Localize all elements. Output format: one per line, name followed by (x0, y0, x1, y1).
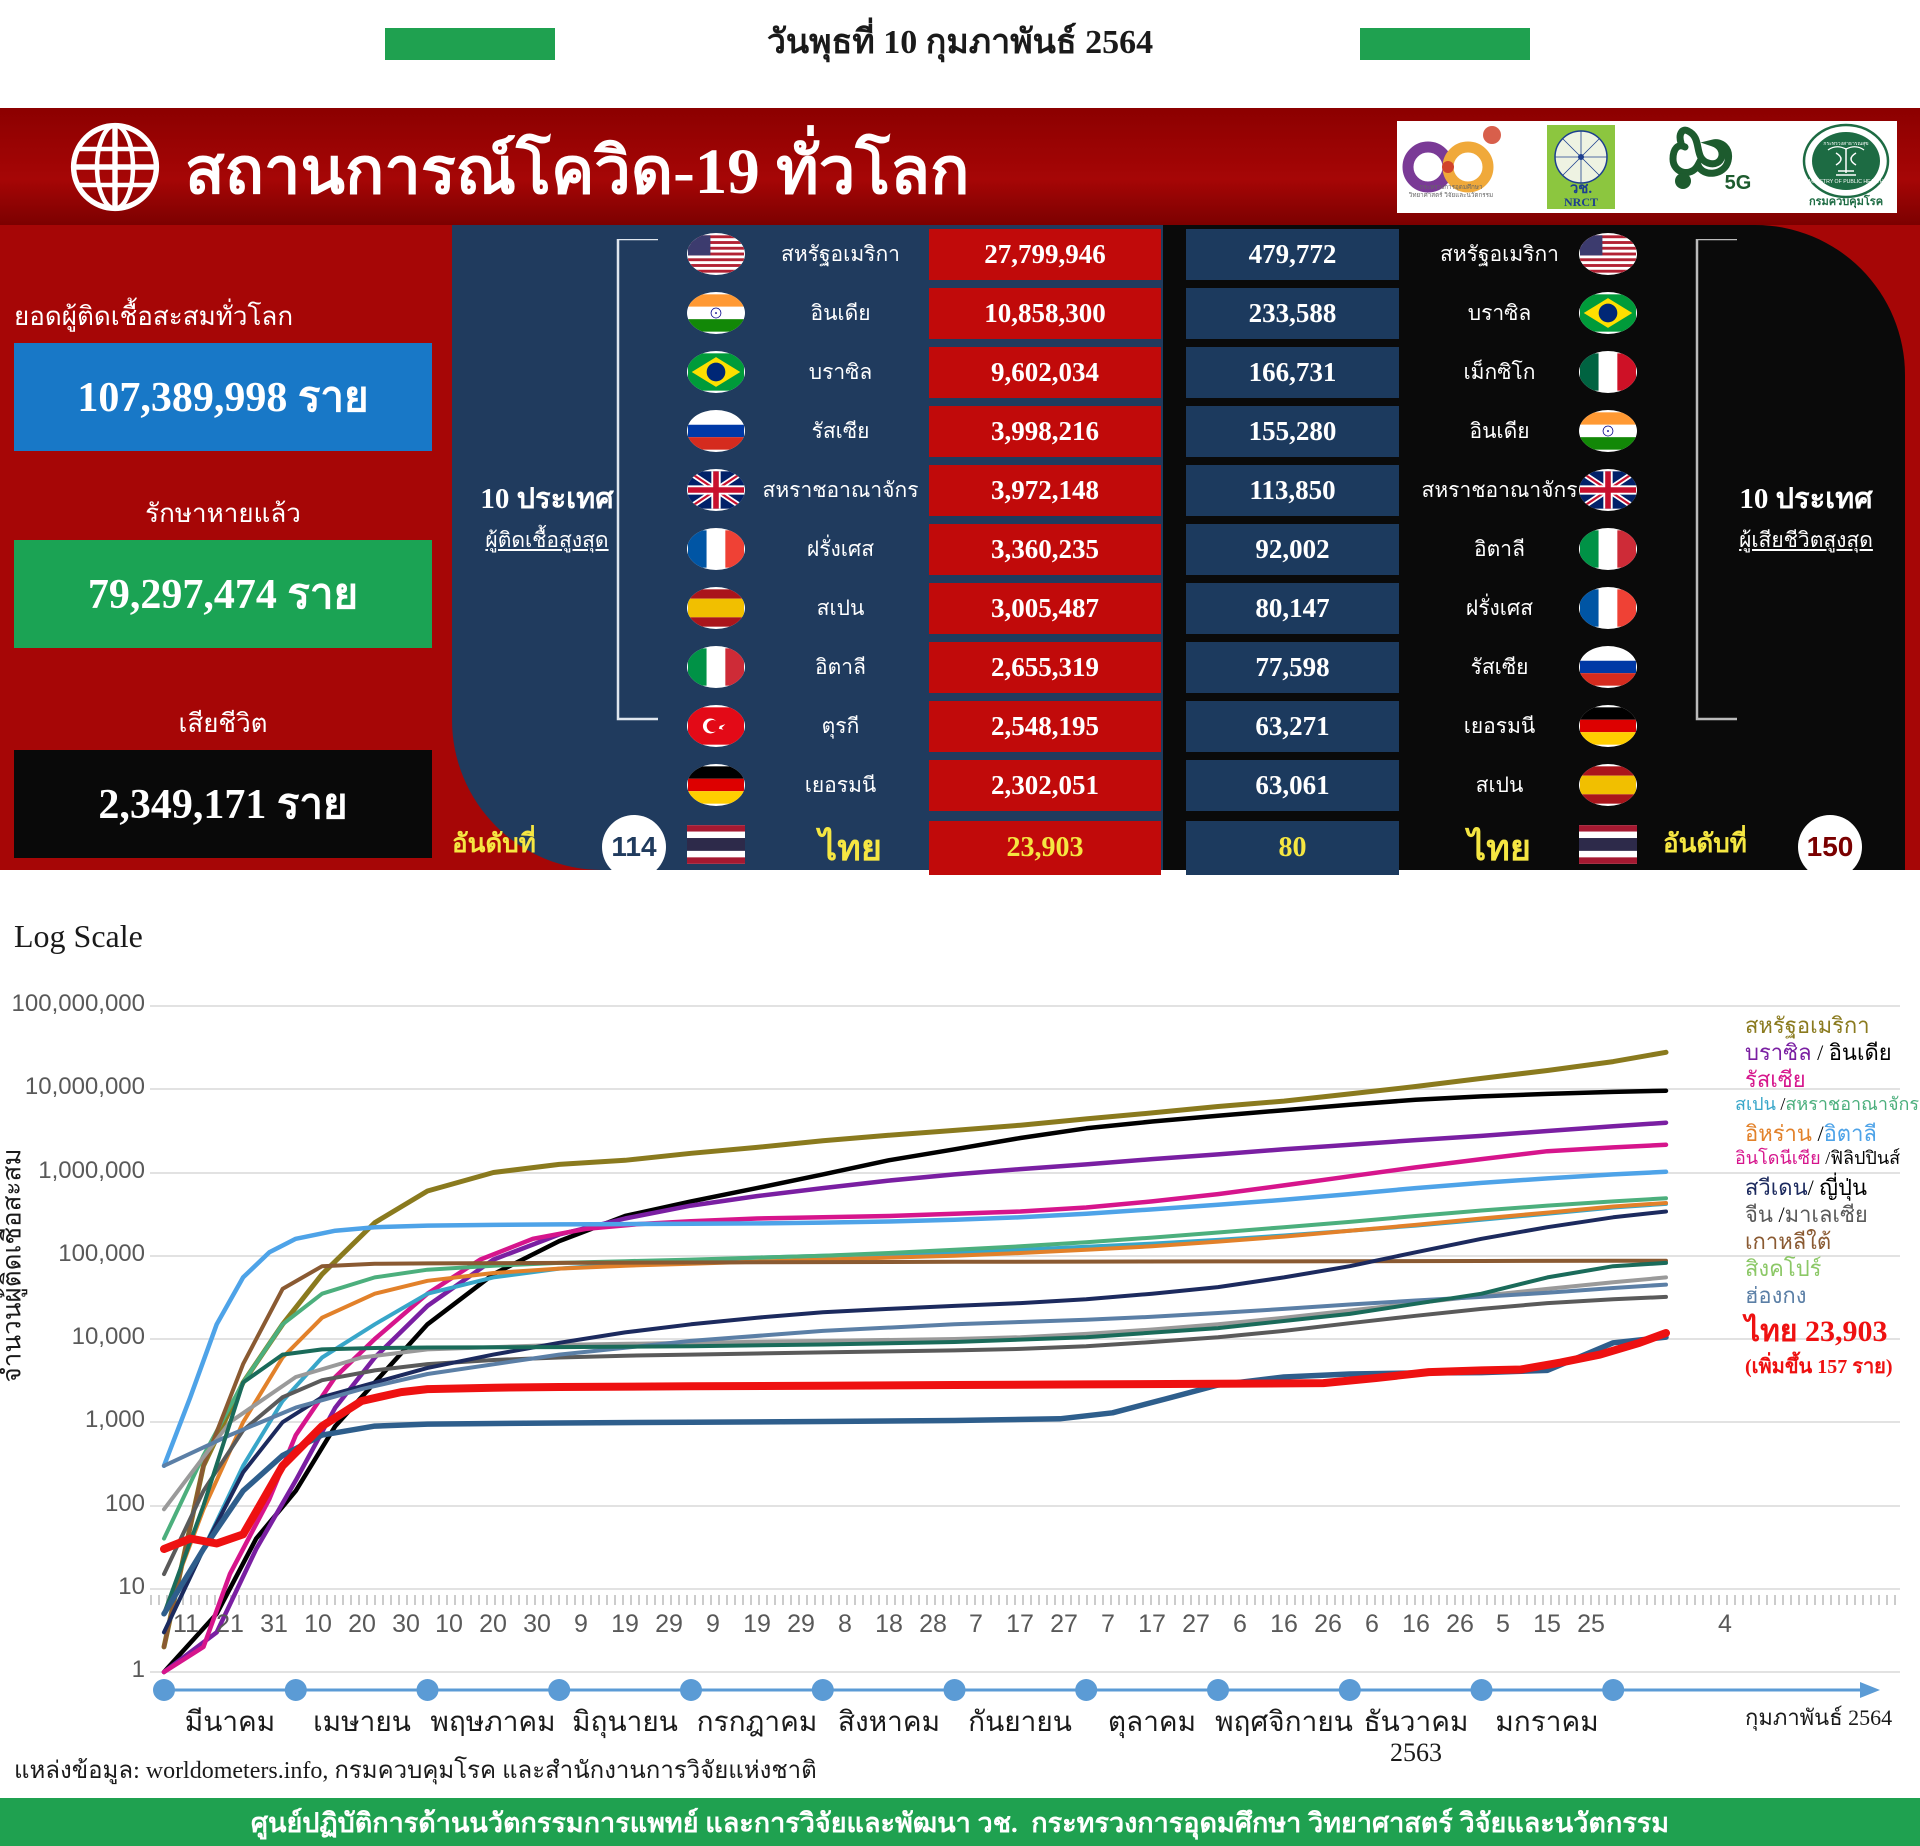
svg-text:กระทรวงสาธารณสุข: กระทรวงสาธารณสุข (1823, 141, 1868, 147)
svg-text:กรมควบคุมโรค: กรมควบคุมโรค (1809, 194, 1883, 209)
svg-text:กระทรวงการอุดมศึกษา: กระทรวงการอุดมศึกษา (1420, 183, 1483, 191)
svg-text:วิทยาศาสตร์ วิจัยและนวัตกรรม: วิทยาศาสตร์ วิจัยและนวัตกรรม (1408, 191, 1493, 199)
svg-text:MINISTRY OF PUBLIC HEALTH: MINISTRY OF PUBLIC HEALTH (1808, 179, 1883, 185)
svg-text:5G: 5G (1725, 172, 1752, 194)
svg-text:NRCT: NRCT (1564, 195, 1598, 209)
